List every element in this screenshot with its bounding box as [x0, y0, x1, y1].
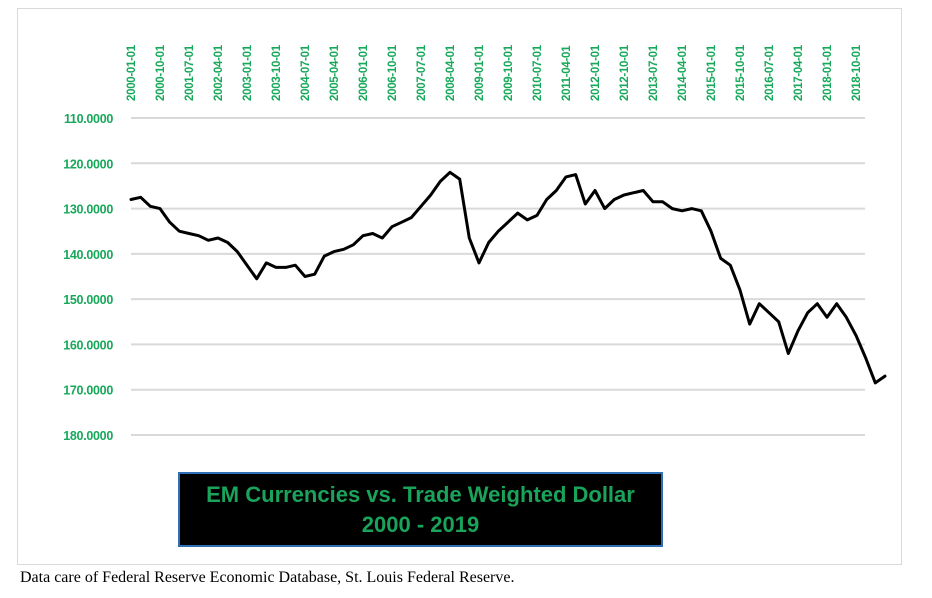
line-chart: 110.0000 120.0000 130.0000 140.0000 150.0000… [63, 44, 887, 443]
source-caption: Data care of Federal Reserve Economic Da… [20, 569, 515, 586]
x-tick-label: 2015-10-01 [735, 44, 747, 101]
chart-frame: 110.0000 120.0000 130.0000 140.0000 150.0000… [17, 8, 902, 565]
y-tick-label: 180.0000 [63, 429, 113, 443]
y-tick-label: 140.0000 [63, 248, 113, 262]
x-tick-label: 2011-04-01 [561, 45, 573, 101]
x-tick-label: 2000-01-01 [126, 44, 138, 101]
x-tick-label: 2014-04-01 [677, 44, 689, 101]
x-tick-label: 2009-01-01 [474, 44, 486, 101]
x-tick-label: 2009-10-01 [503, 44, 515, 101]
x-tick-label: 2007-07-01 [416, 44, 428, 101]
x-tick-label: 2003-10-01 [271, 44, 283, 101]
x-tick-label: 2006-10-01 [387, 44, 399, 101]
y-tick-label: 120.0000 [63, 157, 113, 171]
series-line [129, 170, 887, 385]
x-tick-label: 2012-01-01 [590, 44, 602, 101]
y-tick-label: 110.0000 [64, 112, 113, 126]
y-tick-label: 130.0000 [63, 203, 113, 217]
y-tick-label: 170.0000 [63, 384, 113, 398]
y-tick-label: 160.0000 [63, 338, 113, 352]
x-tick-label: 2016-07-01 [764, 44, 776, 101]
x-tick-label: 2002-04-01 [213, 44, 225, 101]
y-tick-label: 150.0000 [63, 293, 113, 307]
x-tick-label: 2017-04-01 [793, 44, 805, 101]
x-tick-label: 2015-01-01 [706, 44, 718, 101]
x-tick-label: 2018-01-01 [822, 44, 834, 101]
x-tick-label: 2001-07-01 [184, 44, 196, 101]
chart-subtitle: 2000 - 2019 [361, 511, 480, 537]
chart-title-box: EM Currencies vs. Trade Weighted Dollar … [178, 472, 663, 547]
x-tick-label: 2008-04-01 [445, 44, 457, 101]
x-tick-label: 2004-07-01 [300, 44, 312, 101]
x-tick-label: 2010-07-01 [532, 44, 544, 101]
x-tick-label: 2003-01-01 [242, 44, 254, 101]
x-tick-label: 2013-07-01 [648, 44, 660, 101]
x-tick-label: 2006-01-01 [358, 44, 370, 101]
x-tick-label: 2000-10-01 [155, 44, 167, 101]
x-tick-label: 2012-10-01 [619, 44, 631, 101]
x-tick-label: 2018-10-01 [851, 44, 863, 101]
chart-title: EM Currencies vs. Trade Weighted Dollar [206, 481, 635, 507]
x-tick-label: 2005-04-01 [329, 44, 341, 101]
